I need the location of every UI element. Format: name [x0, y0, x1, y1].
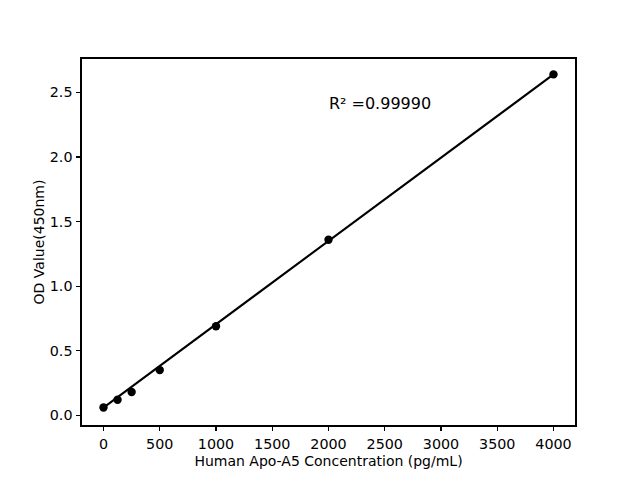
- x-axis-label: Human Apo-A5 Concentration (pg/mL): [194, 453, 462, 469]
- data-point: [212, 322, 220, 330]
- y-tick-label: 0.5: [50, 343, 73, 359]
- data-point: [549, 70, 557, 78]
- y-tick-label: 2.5: [50, 84, 73, 100]
- x-tick-label: 2500: [367, 436, 403, 452]
- y-tick-label: 2.0: [50, 149, 73, 165]
- y-axis-label: OD Value(450nm): [31, 180, 47, 305]
- data-point: [113, 396, 121, 404]
- x-tick-label: 1500: [254, 436, 290, 452]
- data-point: [99, 403, 107, 411]
- r-squared-annotation: R² =0.99990: [329, 94, 431, 113]
- x-tick-label: 4000: [535, 436, 571, 452]
- data-point: [127, 388, 135, 396]
- x-tick-label: 2000: [310, 436, 346, 452]
- x-tick-label: 3500: [479, 436, 515, 452]
- y-tick-label: 1.5: [50, 214, 73, 230]
- x-tick-label: 500: [146, 436, 173, 452]
- data-point: [324, 235, 332, 243]
- y-tick-label: 0.0: [50, 407, 73, 423]
- data-point: [156, 366, 164, 374]
- x-tick-label: 1000: [198, 436, 234, 452]
- standard-curve-chart: 0 500 1000 1500 2000 2500 3000 3500 4000 0.0 0.5 1…: [0, 0, 640, 480]
- y-tick-label: 1.0: [50, 278, 73, 294]
- x-tick-label: 0: [99, 436, 108, 452]
- chart-background: [0, 0, 640, 480]
- x-tick-label: 3000: [423, 436, 459, 452]
